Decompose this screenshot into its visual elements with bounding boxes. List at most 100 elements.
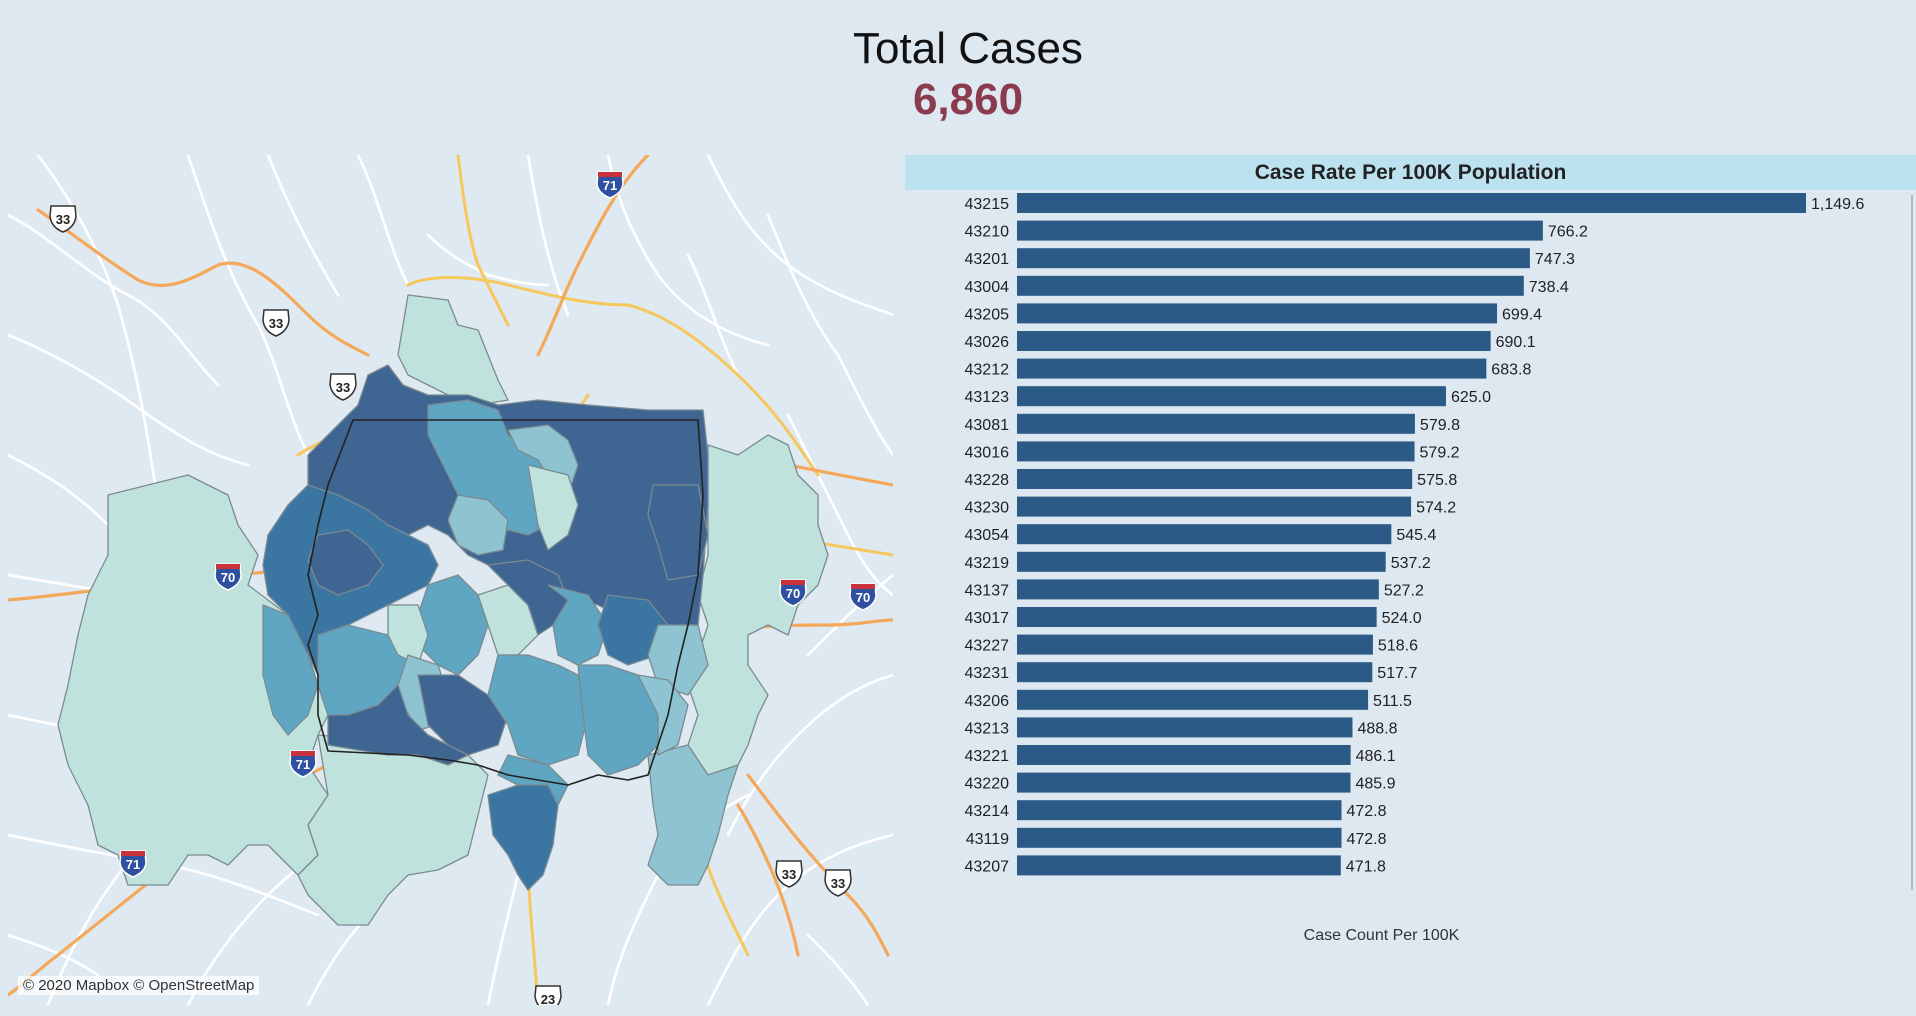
x-axis-label: Case Count Per 100K <box>1303 927 1460 944</box>
header: Total Cases 6,860 <box>0 22 1916 124</box>
interstate-shield-icon: 71 <box>289 750 317 778</box>
zip-region <box>487 784 559 891</box>
bar[interactable] <box>1017 607 1377 627</box>
value-label: 517.7 <box>1377 665 1417 682</box>
county-boundary <box>307 419 704 786</box>
value-label: 579.2 <box>1420 444 1460 461</box>
category-label: 43207 <box>965 858 1010 875</box>
zip-region <box>397 294 509 406</box>
value-label: 472.8 <box>1346 803 1386 820</box>
highway-shields: 33 33 33 33 33 23 71 71 71 70 70 70 <box>49 171 877 1005</box>
category-label: 43201 <box>965 251 1010 268</box>
zip-region <box>417 574 489 676</box>
zip-region <box>57 474 329 886</box>
shield-label: 70 <box>221 570 235 585</box>
bar[interactable] <box>1017 800 1342 821</box>
category-label: 43210 <box>965 224 1010 241</box>
value-label: 485.9 <box>1355 776 1395 793</box>
category-label: 43054 <box>965 527 1010 544</box>
zip-region <box>447 494 509 556</box>
shield-label: 71 <box>126 857 140 872</box>
value-label: 690.1 <box>1496 334 1536 351</box>
bar[interactable] <box>1017 220 1543 241</box>
zip-region <box>647 624 709 696</box>
zip-region <box>487 654 589 766</box>
interstate-shield-icon: 70 <box>214 563 242 591</box>
zip-region <box>577 664 659 776</box>
category-label: 43206 <box>965 693 1010 710</box>
zip-region <box>637 674 689 756</box>
value-label: 625.0 <box>1451 389 1491 406</box>
value-label: 486.1 <box>1356 748 1396 765</box>
category-label: 43215 <box>965 196 1010 213</box>
bar[interactable] <box>1017 717 1353 738</box>
bar[interactable] <box>1017 745 1351 765</box>
bar[interactable] <box>1017 772 1351 793</box>
category-label: 43026 <box>965 334 1010 351</box>
interstate-shield-icon: 71 <box>596 171 624 199</box>
value-label: 747.3 <box>1535 251 1575 268</box>
case-rate-chart: Case Rate Per 100K Population 43215 1,149… <box>905 155 1916 1005</box>
bar[interactable] <box>1017 441 1415 462</box>
shield-label: 33 <box>269 316 283 331</box>
chart-title: Case Rate Per 100K Population <box>905 155 1916 190</box>
value-label: 471.8 <box>1346 858 1386 875</box>
value-label: 518.6 <box>1378 638 1418 655</box>
bar[interactable] <box>1017 524 1392 545</box>
bar[interactable] <box>1017 248 1530 269</box>
value-label: 738.4 <box>1529 279 1569 296</box>
total-cases-value: 6,860 <box>912 75 1024 124</box>
bar[interactable] <box>1017 551 1386 572</box>
category-label: 43220 <box>965 776 1010 793</box>
bar[interactable] <box>1017 193 1806 213</box>
shield-label: 70 <box>786 586 800 601</box>
category-label: 43214 <box>965 803 1010 820</box>
bar[interactable] <box>1017 634 1373 655</box>
zip-region <box>497 754 569 806</box>
zip-choropleth-map[interactable]: 33 33 33 33 33 23 71 71 71 70 70 70 © 2020 Mapbox ©… <box>8 155 893 1005</box>
value-label: 575.8 <box>1417 472 1457 489</box>
bar[interactable] <box>1017 855 1341 876</box>
zip-region <box>417 674 509 756</box>
bar[interactable] <box>1017 358 1487 379</box>
bar[interactable] <box>1017 689 1369 710</box>
zip-region <box>647 744 739 886</box>
bar[interactable] <box>1017 662 1373 683</box>
zip-region <box>307 529 384 596</box>
bar[interactable] <box>1017 331 1491 351</box>
category-label: 43017 <box>965 610 1010 627</box>
bar[interactable] <box>1017 496 1412 517</box>
shield-label: 33 <box>56 212 70 227</box>
bar[interactable] <box>1017 579 1379 600</box>
map-attribution: © 2020 Mapbox © OpenStreetMap <box>18 976 260 995</box>
value-label: 1,149.6 <box>1811 196 1864 213</box>
us-route-shield-icon: 33 <box>824 869 852 897</box>
zip-region <box>297 734 489 926</box>
category-label: 43228 <box>965 472 1010 489</box>
interstate-shield-icon: 70 <box>779 579 807 607</box>
map-canvas[interactable]: 33 33 33 33 33 23 71 71 71 70 70 70 <box>8 155 893 1005</box>
bar[interactable] <box>1017 303 1498 324</box>
us-route-shield-icon: 33 <box>49 205 77 233</box>
category-label: 43123 <box>965 389 1010 406</box>
zip-region <box>262 604 319 736</box>
value-label: 524.0 <box>1382 610 1422 627</box>
bar[interactable] <box>1017 827 1342 848</box>
zip-region <box>527 464 579 551</box>
category-label: 43231 <box>965 665 1010 682</box>
category-label: 43081 <box>965 417 1010 434</box>
category-label: 43213 <box>965 720 1010 737</box>
bar[interactable] <box>1017 275 1524 296</box>
bar[interactable] <box>1017 413 1415 434</box>
shield-label: 71 <box>603 178 617 193</box>
category-label: 43212 <box>965 362 1010 379</box>
shield-label: 71 <box>296 757 310 772</box>
value-label: 766.2 <box>1548 224 1588 241</box>
page-title: Total Cases <box>853 24 1083 73</box>
bar[interactable] <box>1017 469 1413 489</box>
bar[interactable] <box>1017 386 1446 407</box>
us-route-shield-icon: 33 <box>775 860 803 888</box>
category-label: 43221 <box>965 748 1010 765</box>
value-label: 527.2 <box>1384 582 1424 599</box>
category-label: 43119 <box>966 831 1009 848</box>
